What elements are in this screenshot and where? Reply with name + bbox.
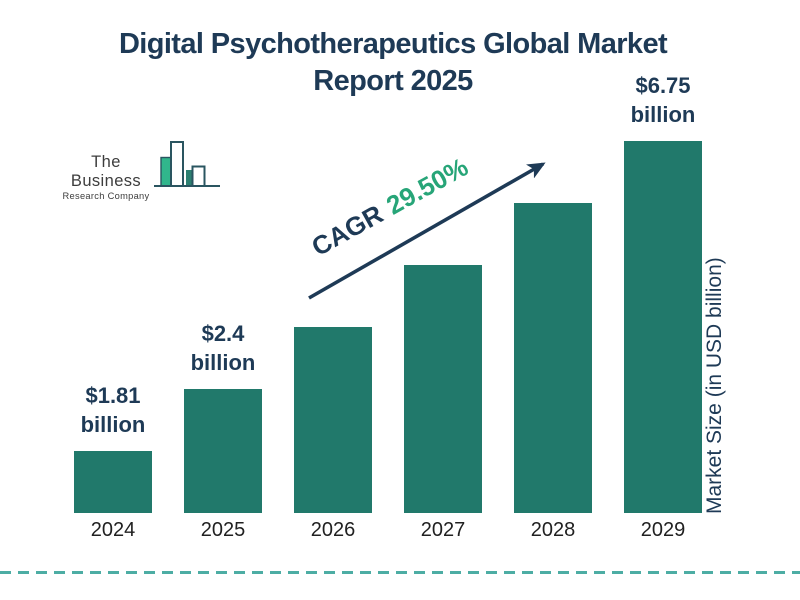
x-axis-label-2025: 2025 xyxy=(200,519,246,541)
bar-value-label-2029: $6.75 billion xyxy=(630,73,696,127)
bar-2027 xyxy=(404,265,482,513)
x-axis-label-2027: 2027 xyxy=(420,519,466,541)
x-axis-label-2029: 2029 xyxy=(640,519,686,541)
company-subname: Research Company xyxy=(62,191,150,201)
bottom-dashed-divider xyxy=(0,571,800,574)
bar-value-label-2025: $2.4 billion xyxy=(190,321,256,375)
bar-2029 xyxy=(624,141,702,513)
bar-2028 xyxy=(514,203,592,513)
company-logo-text: The Business Research Company xyxy=(58,153,154,202)
company-name: The Business xyxy=(70,153,142,190)
y-axis-label: Market Size (in USD billion) xyxy=(703,257,726,514)
x-axis-label-2024: 2024 xyxy=(90,519,136,541)
x-axis-label-2026: 2026 xyxy=(310,519,356,541)
x-axis-label-2028: 2028 xyxy=(530,519,576,541)
bar-2024 xyxy=(74,451,152,513)
bar-value-label-2024: $1.81 billion xyxy=(80,383,146,437)
page-title-line2: Report 2025 xyxy=(313,65,473,97)
company-logo: The Business Research Company xyxy=(58,141,228,203)
bar-2025 xyxy=(184,389,262,513)
page-title: Digital Psychotherapeutics Global Market… xyxy=(0,26,786,100)
bar-chart-logo-icon xyxy=(154,140,220,190)
bar-2026 xyxy=(294,327,372,513)
page-title-line1: Digital Psychotherapeutics Global Market xyxy=(118,28,668,60)
